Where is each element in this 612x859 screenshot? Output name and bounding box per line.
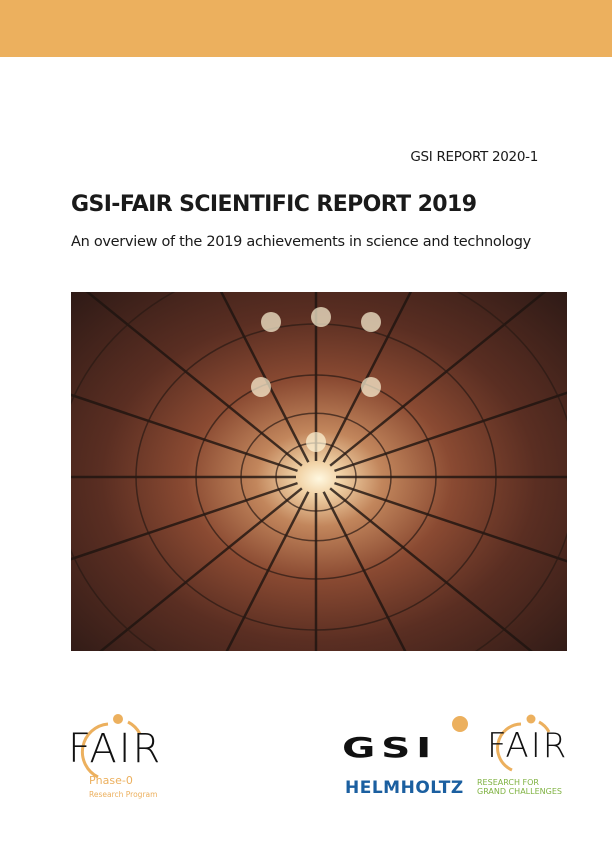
tunnel-ring — [240, 412, 392, 542]
fair-logo-text: FAIR — [68, 726, 163, 772]
tunnel-light — [306, 432, 326, 452]
phase0-label: Phase-0 — [89, 774, 133, 787]
gsi-logo-dot — [452, 716, 468, 732]
tunnel-rib — [329, 292, 547, 467]
fair-logo-text: FAIR — [487, 726, 569, 766]
report-number: GSI REPORT 2020-1 — [410, 149, 538, 165]
tunnel-rib — [334, 481, 567, 563]
tunnel-light — [251, 377, 271, 397]
fair-logo-mark — [80, 714, 142, 779]
tunnel-ring — [195, 374, 437, 580]
tunnel-rib — [71, 481, 298, 561]
gsi-logo: GSI — [342, 731, 438, 764]
cover-image — [71, 292, 567, 651]
fair-phase0-logo: FAIR — [68, 712, 168, 802]
tunnel-light — [361, 312, 381, 332]
research-program-label: Research Program — [89, 790, 158, 799]
page-title: GSI-FAIR SCIENTIFIC REPORT 2019 — [71, 192, 477, 217]
helmholtz-logo: HELMHOLTZ — [345, 778, 464, 798]
tunnel-rib — [85, 292, 303, 467]
tunnel-rib — [334, 391, 567, 473]
tagline-line-1: RESEARCH FOR — [477, 778, 539, 787]
tunnel-rib — [225, 491, 310, 651]
tunnel-rib — [71, 393, 298, 473]
tunnel-rib — [219, 292, 310, 463]
tunnel-rib — [322, 491, 407, 651]
tunnel-light — [311, 307, 331, 327]
fair-logo: FAIR — [487, 712, 577, 782]
tagline-line-2: GRAND CHALLENGES — [477, 787, 562, 796]
tunnel-light — [361, 377, 381, 397]
page-subtitle: An overview of the 2019 achievements in … — [71, 234, 531, 250]
tunnel-light — [261, 312, 281, 332]
tunnel-photo-illustration — [71, 292, 567, 651]
tunnel-ring — [71, 292, 567, 651]
tunnel-rib — [99, 487, 303, 651]
tunnel-rib — [329, 487, 533, 651]
fair-logo-mark — [496, 714, 551, 772]
tunnel-rib — [322, 292, 413, 463]
header-band — [0, 0, 612, 57]
helmholtz-tagline: RESEARCH FOR GRAND CHALLENGES — [477, 778, 562, 796]
